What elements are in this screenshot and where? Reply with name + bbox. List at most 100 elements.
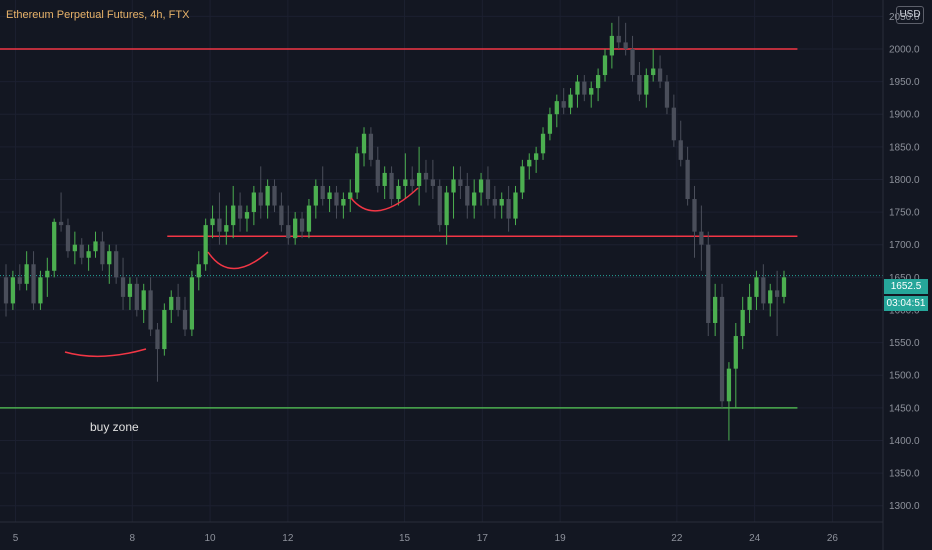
x-tick-label: 15 [399, 533, 411, 544]
candle [485, 166, 491, 206]
x-tick-label: 17 [477, 533, 489, 544]
candle-body [437, 185, 442, 226]
candle-body [740, 309, 745, 337]
drawing-curve-2 [207, 251, 269, 270]
candle-body [616, 35, 621, 43]
candle-body [472, 192, 477, 206]
candle-body [685, 159, 690, 200]
candle [293, 212, 298, 245]
candle-body [272, 185, 277, 206]
candle-body [575, 81, 580, 95]
candle [3, 264, 9, 317]
candle [589, 81, 594, 108]
candle-body [774, 290, 780, 297]
candle-body [761, 277, 766, 304]
candle [17, 264, 22, 291]
candle-body [637, 75, 642, 95]
candle-body [52, 221, 57, 271]
candle [389, 166, 394, 206]
candle [189, 270, 195, 337]
time-axis[interactable]: 5 8 10 12 15 17 19 22 24 26 [0, 521, 883, 544]
candle [348, 179, 353, 213]
candle [416, 146, 422, 206]
candle [354, 146, 360, 200]
candle-body [45, 270, 50, 278]
candle-body [279, 205, 284, 226]
candle [657, 55, 663, 89]
candle-body [313, 185, 318, 206]
candle [554, 94, 559, 128]
candle [141, 283, 146, 323]
candle [231, 185, 236, 239]
candle-body [465, 185, 470, 206]
candle-body [602, 55, 608, 76]
candle-body [416, 172, 422, 186]
candle-body [671, 107, 676, 141]
candle [327, 185, 332, 213]
candle-body [306, 205, 312, 232]
x-tick-label: 12 [282, 533, 294, 544]
candle [472, 179, 477, 219]
chart-title: Ethereum Perpetual Futures, 4h, FTX [6, 9, 190, 21]
candle [423, 159, 429, 193]
candle-body [224, 225, 229, 232]
candle-body [120, 277, 126, 297]
candle-body [499, 199, 504, 206]
candle [747, 283, 752, 323]
y-tick-label: 1500.0 [889, 371, 920, 382]
candle [93, 231, 98, 258]
candle-body [561, 101, 566, 108]
candle [499, 192, 504, 219]
candle-body [100, 241, 105, 265]
candle [534, 146, 539, 173]
candle [540, 127, 546, 160]
candle-body [237, 205, 243, 219]
candle [678, 120, 683, 167]
candle-body [699, 231, 704, 245]
candle-body [375, 159, 380, 186]
candle [375, 146, 380, 193]
candle [175, 283, 181, 317]
drawings [64, 187, 419, 358]
candle [781, 270, 787, 304]
candle [244, 205, 250, 232]
candle [203, 218, 208, 271]
candle-body [203, 225, 208, 265]
candle [754, 270, 759, 310]
candle [685, 146, 690, 206]
candle-body [396, 185, 401, 200]
y-tick-label: 1650.0 [889, 273, 920, 284]
candle-body [65, 225, 71, 252]
candle [768, 283, 773, 317]
candle [306, 199, 312, 239]
candle-body [31, 264, 36, 304]
candle [120, 257, 126, 310]
candle-body [286, 225, 291, 239]
price-axis[interactable]: 1300.01350.01400.01450.01500.01550.01600… [882, 0, 920, 550]
candle-body [244, 212, 250, 219]
candle [217, 192, 222, 245]
buy-zone-label: buy zone [90, 420, 139, 434]
candle-body [506, 199, 511, 219]
candle [713, 283, 718, 337]
candle-body [10, 277, 16, 304]
candle [286, 205, 291, 245]
x-tick-label: 10 [204, 533, 216, 544]
candle-body [726, 368, 732, 402]
candle [671, 94, 676, 147]
candle-body [534, 153, 539, 160]
x-tick-label: 5 [13, 533, 19, 544]
candle-body [458, 179, 463, 186]
candle [637, 61, 642, 102]
y-tick-label: 2000.0 [889, 44, 920, 55]
candle [761, 264, 766, 310]
candle [361, 127, 367, 167]
candle-body [169, 296, 174, 310]
candle [644, 68, 649, 108]
candle [251, 185, 256, 226]
candle-body [299, 218, 305, 232]
currency-selector[interactable]: USD [896, 6, 924, 24]
candle-body [547, 114, 553, 134]
candle [403, 153, 408, 200]
